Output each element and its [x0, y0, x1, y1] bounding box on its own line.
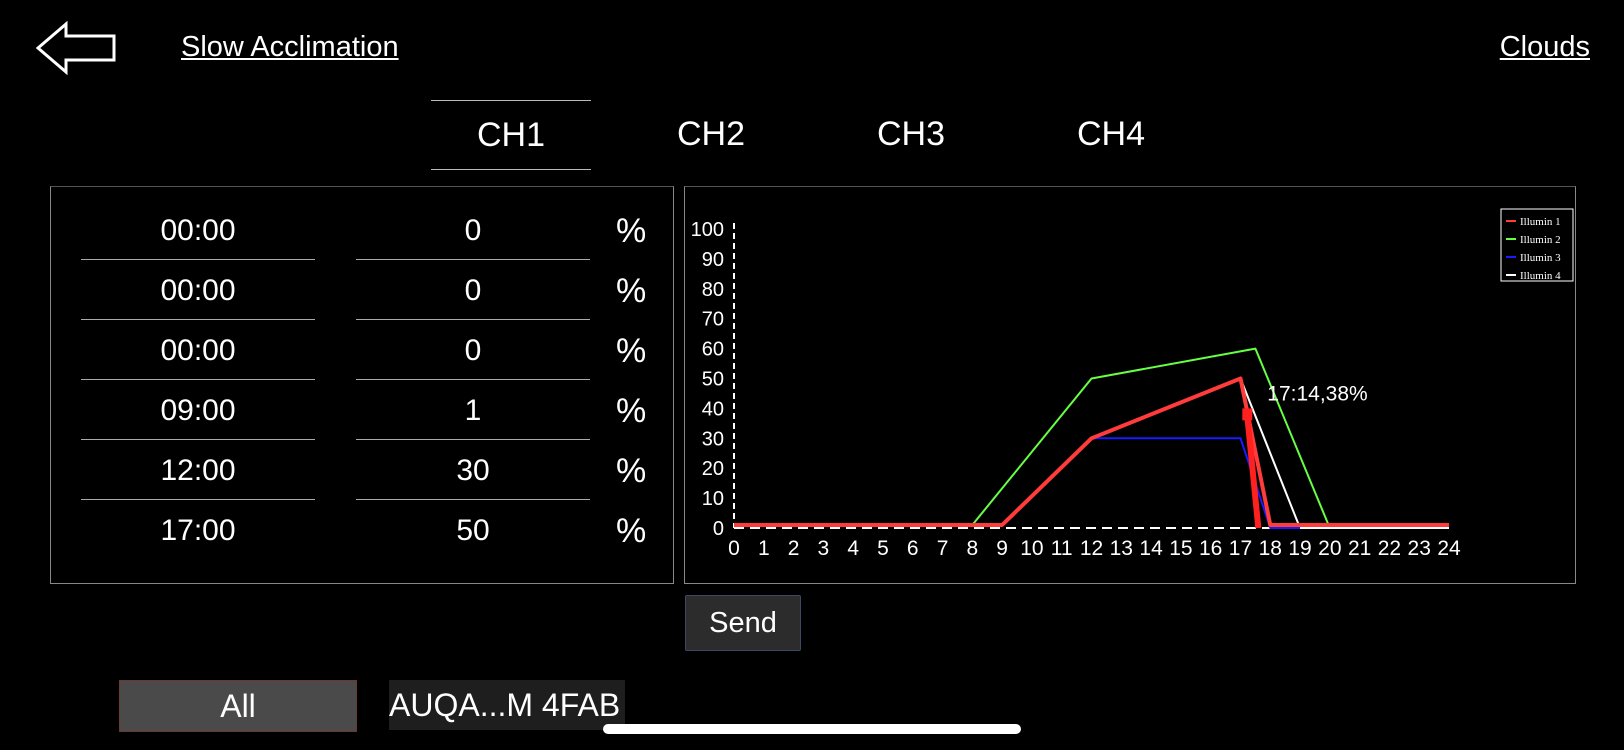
legend-label: Illumin 3	[1520, 252, 1561, 264]
y-tick-label: 0	[713, 518, 724, 540]
percent-label: %	[616, 272, 647, 310]
percent-label: %	[616, 332, 647, 370]
chart-panel[interactable]: 0 10 20 30 40 50 60 70 80 90 100 0 1 2 3 4 5 6 7 8 9 10 11 12 13…	[684, 186, 1576, 584]
schedule-row: 09:00 1 %	[51, 383, 673, 443]
send-button[interactable]: Send	[685, 595, 801, 651]
value-field[interactable]: 50	[456, 514, 490, 547]
time-field[interactable]: 00:00	[81, 263, 315, 320]
x-tick-label: 22	[1378, 537, 1401, 560]
legend-label: Illumin 4	[1520, 270, 1561, 282]
x-tick-label: 15	[1169, 537, 1192, 560]
y-tick-label: 60	[702, 339, 724, 361]
series-line-1	[734, 376, 1449, 527]
y-tick-label: 100	[691, 219, 724, 241]
time-field[interactable]: 09:00	[81, 383, 315, 440]
value-field[interactable]: 0	[356, 263, 590, 320]
x-tick-label: 21	[1348, 537, 1371, 560]
x-tick-label: 18	[1259, 537, 1282, 560]
tab-ch2[interactable]: CH2	[676, 115, 746, 153]
x-tick-label: 20	[1318, 537, 1341, 560]
time-field[interactable]: 12:00	[81, 443, 315, 500]
schedule-row: 00:00 0 %	[51, 263, 673, 323]
y-tick-label: 10	[702, 488, 724, 510]
x-tick-label: 19	[1288, 537, 1311, 560]
tab-ch4[interactable]: CH4	[1076, 115, 1146, 153]
arrow-left-icon	[36, 20, 116, 76]
y-tick-label: 90	[702, 249, 724, 271]
back-button[interactable]	[36, 20, 118, 76]
y-tick-label: 50	[702, 369, 724, 391]
device-button[interactable]: AUQA...M 4FAB	[389, 680, 625, 730]
tab-ch3[interactable]: CH3	[876, 115, 946, 153]
mode-link[interactable]: Slow Acclimation	[181, 31, 399, 63]
cursor-annotation: 17:14,38%	[1267, 382, 1367, 405]
legend-label: Illumin 1	[1520, 216, 1561, 228]
x-tick-label: 2	[788, 537, 800, 560]
schedule-row: 17:00 50 %	[51, 503, 673, 563]
x-tick-label: 10	[1020, 537, 1043, 560]
clouds-link[interactable]: Clouds	[1499, 31, 1590, 63]
schedule-panel: 00:00 0 % 00:00 0 % 00:00 0 % 09:00 1 % …	[50, 186, 674, 584]
y-tick-label: 70	[702, 309, 724, 331]
x-tick-label: 1	[758, 537, 770, 560]
x-tick-label: 16	[1199, 537, 1222, 560]
x-tick-label: 5	[877, 537, 889, 560]
x-tick-label: 17	[1229, 537, 1252, 560]
tab-ch1[interactable]: CH1	[431, 100, 591, 170]
y-tick-label: 30	[702, 428, 724, 450]
value-field[interactable]: 0	[356, 203, 590, 260]
cursor-point	[1242, 408, 1253, 421]
x-tick-label: 24	[1437, 537, 1461, 560]
value-field[interactable]: 1	[356, 383, 590, 440]
percent-label: %	[616, 512, 647, 550]
time-field[interactable]: 17:00	[160, 514, 236, 547]
series-line-2	[971, 347, 1331, 529]
x-tick-label: 13	[1110, 537, 1133, 560]
y-tick-label: 20	[702, 458, 724, 480]
time-field[interactable]: 00:00	[81, 203, 315, 260]
cursor-handle	[1244, 416, 1262, 529]
x-tick-label: 11	[1051, 537, 1073, 560]
x-tick-label: 4	[847, 537, 859, 560]
percent-label: %	[616, 392, 647, 430]
value-field[interactable]: 30	[356, 443, 590, 500]
x-tick-label: 8	[966, 537, 978, 560]
percent-label: %	[616, 452, 647, 490]
schedule-row: 00:00 0 %	[51, 323, 673, 383]
home-indicator	[603, 724, 1021, 734]
x-tick-label: 23	[1408, 537, 1431, 560]
schedule-row: 00:00 0 %	[51, 203, 673, 263]
percent-label: %	[616, 212, 647, 250]
legend-label: Illumin 2	[1520, 234, 1561, 246]
schedule-row: 12:00 30 %	[51, 443, 673, 503]
y-tick-label: 40	[702, 398, 724, 420]
time-field[interactable]: 00:00	[81, 323, 315, 380]
x-tick-label: 0	[728, 537, 740, 560]
y-tick-label: 80	[702, 279, 724, 301]
x-tick-label: 6	[907, 537, 919, 560]
x-tick-label: 12	[1080, 537, 1103, 560]
all-devices-button[interactable]: All	[119, 680, 357, 732]
value-field[interactable]: 0	[356, 323, 590, 380]
x-tick-label: 3	[818, 537, 830, 560]
x-tick-label: 14	[1139, 537, 1163, 560]
x-tick-label: 7	[937, 537, 949, 560]
x-tick-label: 9	[996, 537, 1008, 560]
